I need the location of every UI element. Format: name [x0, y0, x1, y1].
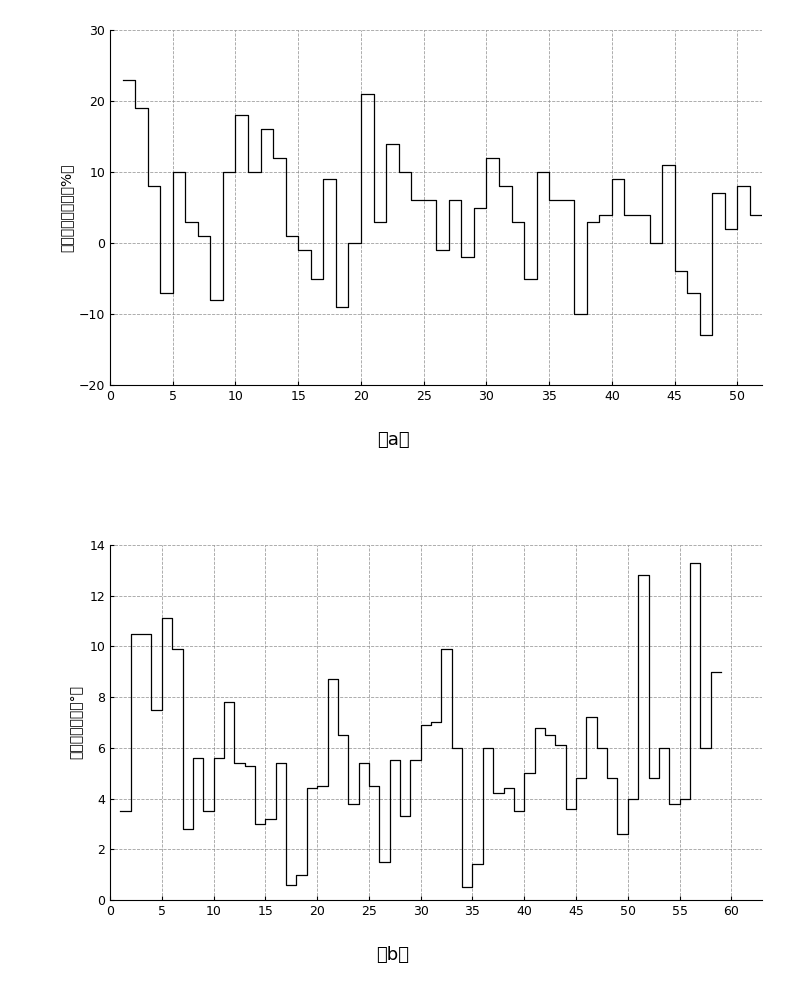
Y-axis label: 卸载量大小偏差（%）: 卸载量大小偏差（%）	[59, 163, 73, 252]
Text: （a）: （a）	[376, 431, 410, 449]
Y-axis label: 卸载力向偏差（°）: 卸载力向偏差（°）	[70, 685, 84, 759]
Text: （b）: （b）	[376, 946, 410, 964]
